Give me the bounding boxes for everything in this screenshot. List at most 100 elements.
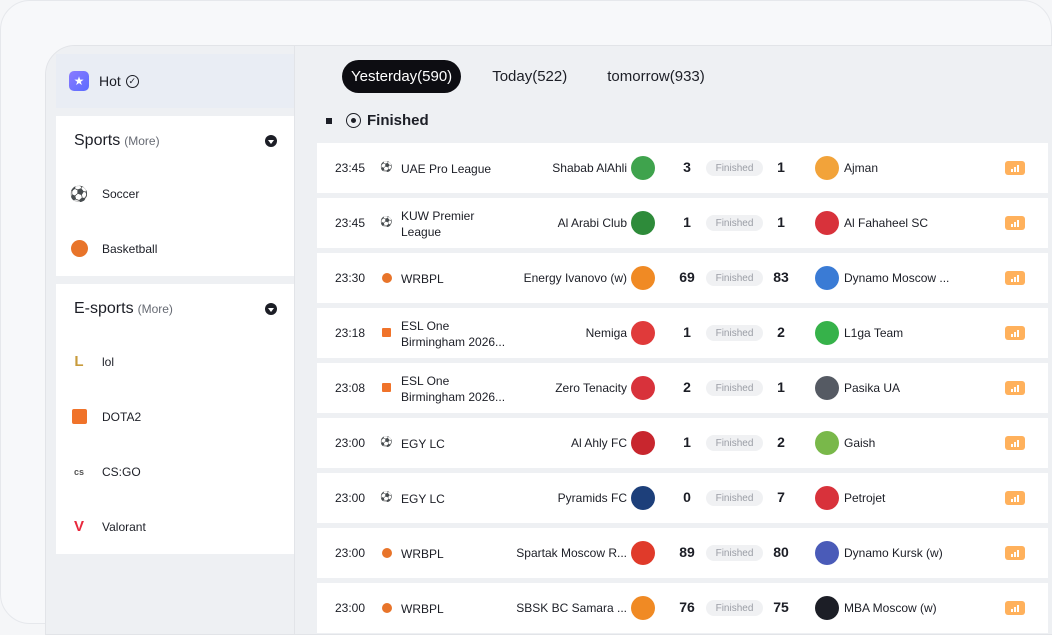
esports-panel-header[interactable]: E-sports (More) [56, 284, 294, 334]
match-row[interactable]: 23:30 WRBPL Energy Ivanovo (w) 69 Finished 83… [317, 253, 1048, 303]
sidebar-item-soccer[interactable]: ⚽ Soccer [56, 166, 294, 221]
match-row[interactable]: 23:00 WRBPL Spartak Moscow R... 89 Finished 8… [317, 528, 1048, 578]
collapse-icon[interactable] [265, 135, 277, 147]
lol-icon: L [74, 353, 84, 370]
match-time: 23:45 [335, 216, 366, 230]
away-team[interactable]: Pasika UA [844, 381, 901, 395]
home-team-logo-icon [631, 431, 655, 455]
sidebar-item-csgo[interactable]: cs CS:GO [56, 444, 294, 499]
league-name[interactable]: WRBPL [401, 547, 444, 561]
match-row[interactable]: 23:00 ⚽ EGY LC Al Ahly FC 1 Finished 2 Gaish [317, 418, 1048, 468]
away-team[interactable]: Dynamo Kursk (w) [844, 546, 943, 560]
stats-icon[interactable] [1005, 216, 1025, 230]
away-team[interactable]: Al Fahaheel SC [844, 216, 929, 230]
date-tabs: Yesterday(590) Today(522) tomorrow(933) [342, 60, 736, 93]
home-team-logo-icon [631, 266, 655, 290]
section-header: Finished [326, 112, 429, 129]
match-row[interactable]: 23:18 ESL One Birmingham 2026... Nemiga 1 Fi… [317, 308, 1048, 358]
status-badge: Finished [706, 380, 763, 396]
sidebar-item-basketball[interactable]: Basketball [56, 221, 294, 276]
home-team[interactable]: Energy Ivanovo (w) [523, 271, 627, 285]
match-time: 23:08 [335, 381, 366, 395]
stats-icon[interactable] [1005, 381, 1025, 395]
home-team-logo-icon [631, 156, 655, 180]
sports-panel-header[interactable]: Sports (More) [56, 116, 294, 166]
league-name[interactable]: KUW Premier League [401, 209, 475, 239]
home-score: 3 [683, 159, 691, 175]
away-score: 2 [777, 324, 785, 340]
away-team[interactable]: Dynamo Moscow ... [844, 271, 950, 285]
away-score: 80 [773, 544, 789, 560]
dota2-icon [381, 382, 392, 393]
esports-more-link[interactable]: (More) [137, 302, 173, 316]
home-team[interactable]: Shabab AlAhli [552, 161, 627, 175]
home-team[interactable]: Pyramids FC [557, 491, 627, 505]
sidebar-item-valorant[interactable]: V Valorant [56, 499, 294, 554]
away-team[interactable]: Gaish [844, 436, 876, 450]
home-team[interactable]: Nemiga [585, 326, 627, 340]
dota2-icon [70, 408, 88, 426]
basketball-icon [381, 602, 392, 613]
league-name[interactable]: WRBPL [401, 602, 444, 616]
stats-icon[interactable] [1005, 601, 1025, 615]
away-team[interactable]: Ajman [844, 161, 879, 175]
home-team[interactable]: Al Arabi Club [557, 216, 627, 230]
away-team-logo-icon [815, 431, 839, 455]
sports-more-link[interactable]: (More) [124, 134, 160, 148]
csgo-icon: cs [73, 466, 84, 477]
sidebar-item-hot[interactable]: ★ Hot ✓ [56, 54, 294, 108]
match-row[interactable]: 23:45 ⚽ UAE Pro League Shabab AlAhli 3 Finish… [317, 143, 1048, 193]
sports-title: Sports [74, 132, 121, 149]
esports-panel: E-sports (More) L lol DOTA2 cs CS:GO V V… [56, 284, 294, 554]
home-score: 69 [679, 269, 695, 285]
away-team[interactable]: MBA Moscow (w) [844, 601, 937, 615]
home-team[interactable]: Al Ahly FC [570, 436, 627, 450]
away-team-logo-icon [815, 156, 839, 180]
league-name[interactable]: ESL One Birmingham 2026... [401, 319, 506, 349]
stats-icon[interactable] [1005, 546, 1025, 560]
match-time: 23:30 [335, 271, 366, 285]
tab-yesterday[interactable]: Yesterday(590) [342, 60, 462, 93]
soccer-ball-icon: ⚽ [69, 185, 89, 203]
league-name[interactable]: UAE Pro League [401, 162, 492, 176]
home-team[interactable]: SBSK BC Samara ... [516, 601, 627, 615]
away-team[interactable]: Petrojet [844, 491, 886, 505]
match-time: 23:00 [335, 546, 366, 560]
stats-icon[interactable] [1005, 161, 1025, 175]
home-score: 89 [679, 544, 695, 560]
sidebar-item-dota2[interactable]: DOTA2 [56, 389, 294, 444]
league-name[interactable]: EGY LC [401, 437, 445, 451]
home-score: 1 [683, 324, 691, 340]
stats-icon[interactable] [1005, 271, 1025, 285]
away-team-logo-icon [815, 541, 839, 565]
match-row[interactable]: 23:08 ESL One Birmingham 2026... Zero Tena… [317, 363, 1048, 413]
home-score: 76 [679, 599, 695, 615]
away-team[interactable]: L1ga Team [844, 326, 904, 340]
home-team[interactable]: Spartak Moscow R... [516, 546, 627, 560]
sidebar-item-label: Soccer [102, 186, 140, 201]
match-row[interactable]: 23:00 WRBPL SBSK BC Samara ... 76 Finished 75… [317, 583, 1048, 633]
home-team[interactable]: Zero Tenacity [555, 381, 627, 395]
tab-today[interactable]: Today(522) [492, 68, 568, 85]
status-badge: Finished [706, 435, 763, 451]
sidebar-item-label: lol [102, 354, 115, 369]
collapse-icon[interactable] [265, 303, 277, 315]
league-name[interactable]: WRBPL [401, 272, 444, 286]
league-name[interactable]: EGY LC [401, 492, 445, 506]
away-team-logo-icon [815, 211, 839, 235]
check-circle-icon: ✓ [125, 74, 139, 88]
home-team-logo-icon [631, 541, 655, 565]
league-name[interactable]: ESL One Birmingham 2026... [401, 374, 506, 404]
home-score: 1 [683, 434, 691, 450]
stats-icon[interactable] [1005, 436, 1025, 450]
sidebar-item-label: Valorant [102, 519, 146, 534]
sidebar-item-lol[interactable]: L lol [56, 334, 294, 389]
stats-icon[interactable] [1005, 326, 1025, 340]
match-row[interactable]: 23:00 ⚽ EGY LC Pyramids FC 0 Finished 7 Petroje… [317, 473, 1048, 523]
status-badge: Finished [706, 600, 763, 616]
star-icon: ★ [69, 71, 89, 91]
match-row[interactable]: 23:45 ⚽ KUW Premier League Al Arabi Club 1 Fi… [317, 198, 1048, 248]
tab-tomorrow[interactable]: tomorrow(933) [607, 68, 705, 85]
match-time: 23:00 [335, 491, 366, 505]
stats-icon[interactable] [1005, 491, 1025, 505]
